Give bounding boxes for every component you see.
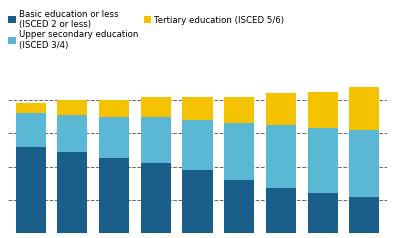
Bar: [141, 163, 171, 233]
Legend: Basic education or less
(ISCED 2 or less), Upper secondary education
(ISCED 3/4): Basic education or less (ISCED 2 or less…: [8, 10, 284, 50]
Bar: [308, 128, 337, 193]
Bar: [308, 193, 337, 233]
Bar: [16, 113, 46, 147]
Bar: [224, 123, 254, 180]
Bar: [99, 117, 129, 158]
Bar: [266, 93, 296, 125]
Bar: [58, 100, 87, 115]
Bar: [266, 188, 296, 233]
Bar: [58, 152, 87, 233]
Bar: [16, 103, 46, 113]
Bar: [349, 130, 379, 197]
Bar: [182, 97, 213, 120]
Bar: [182, 170, 213, 233]
Bar: [349, 197, 379, 233]
Bar: [224, 97, 254, 123]
Bar: [99, 100, 129, 117]
Bar: [141, 97, 171, 117]
Bar: [182, 120, 213, 170]
Bar: [58, 115, 87, 152]
Bar: [141, 117, 171, 163]
Bar: [224, 180, 254, 233]
Bar: [266, 125, 296, 188]
Bar: [349, 87, 379, 130]
Bar: [99, 158, 129, 233]
Bar: [308, 92, 337, 128]
Bar: [16, 147, 46, 233]
